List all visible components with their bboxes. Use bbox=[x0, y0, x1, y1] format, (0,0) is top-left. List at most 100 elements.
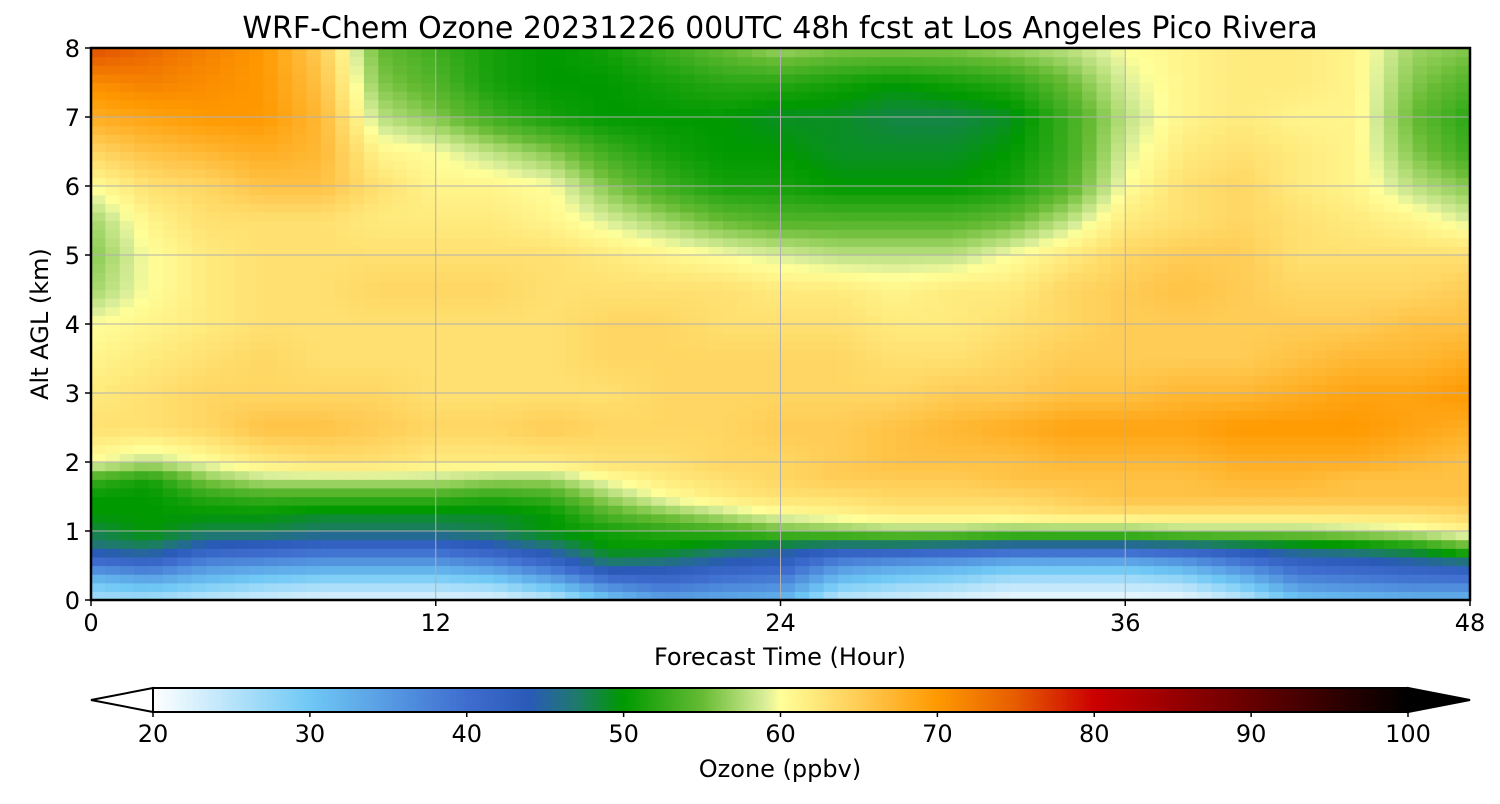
heatmap-cell bbox=[392, 177, 408, 187]
heatmap-cell bbox=[435, 591, 451, 600]
heatmap-cell bbox=[1225, 151, 1241, 161]
heatmap-cell bbox=[119, 479, 135, 489]
heatmap-cell bbox=[579, 177, 595, 187]
heatmap-cell bbox=[895, 194, 911, 204]
heatmap-cell bbox=[1297, 487, 1313, 498]
heatmap-cell bbox=[407, 151, 422, 161]
heatmap-cell bbox=[205, 194, 221, 204]
heatmap-cell bbox=[550, 487, 566, 498]
heatmap-cell bbox=[1240, 565, 1256, 575]
heatmap-cell bbox=[421, 436, 437, 446]
heatmap-cell bbox=[723, 531, 738, 541]
heatmap-cell bbox=[507, 315, 523, 325]
heatmap-cell bbox=[306, 591, 322, 600]
heatmap-cell bbox=[435, 177, 451, 187]
heatmap-cell bbox=[1153, 298, 1169, 308]
heatmap-cell bbox=[1153, 280, 1169, 291]
heatmap-cell bbox=[421, 453, 437, 463]
heatmap-cell bbox=[679, 298, 695, 308]
heatmap-cell bbox=[909, 255, 925, 265]
heatmap-cell bbox=[1268, 203, 1284, 213]
heatmap-cell bbox=[1412, 332, 1428, 342]
heatmap-cell bbox=[550, 367, 566, 377]
heatmap-cell bbox=[263, 444, 279, 454]
heatmap-cell bbox=[249, 263, 264, 273]
heatmap-cell bbox=[550, 168, 566, 178]
heatmap-cell bbox=[249, 591, 264, 600]
heatmap-cell bbox=[1369, 349, 1385, 360]
heatmap-cell bbox=[608, 255, 624, 265]
heatmap-cell bbox=[593, 591, 609, 600]
heatmap-cell bbox=[995, 194, 1011, 204]
heatmap-cell bbox=[952, 401, 968, 411]
heatmap-cell bbox=[277, 349, 293, 360]
heatmap-cell bbox=[493, 565, 509, 575]
heatmap-cell bbox=[723, 332, 738, 342]
heatmap-cell bbox=[593, 522, 609, 532]
heatmap-cell bbox=[1398, 487, 1414, 498]
heatmap-cell bbox=[694, 229, 710, 239]
heatmap-cell bbox=[995, 548, 1011, 558]
heatmap-cell bbox=[335, 418, 351, 429]
heatmap-cell bbox=[651, 160, 667, 170]
heatmap-cell bbox=[1355, 401, 1371, 411]
heatmap-cell bbox=[320, 470, 336, 480]
heatmap-cell bbox=[881, 487, 897, 498]
heatmap-cell bbox=[909, 444, 925, 454]
heatmap-cell bbox=[837, 470, 853, 480]
heatmap-cell bbox=[967, 384, 983, 394]
heatmap-cell bbox=[507, 505, 523, 515]
heatmap-cell bbox=[909, 505, 925, 515]
heatmap-cell bbox=[895, 177, 911, 187]
heatmap-cell bbox=[493, 453, 509, 463]
heatmap-cell bbox=[1254, 496, 1270, 506]
heatmap-cell bbox=[938, 565, 954, 575]
heatmap-cell bbox=[1355, 444, 1371, 454]
heatmap-cell bbox=[536, 220, 552, 230]
heatmap-cell bbox=[751, 186, 767, 196]
heatmap-cell bbox=[766, 548, 782, 558]
heatmap-cell bbox=[1297, 341, 1313, 351]
heatmap-cell bbox=[1297, 462, 1313, 472]
heatmap-cell bbox=[478, 505, 494, 515]
heatmap-cell bbox=[809, 358, 825, 368]
heatmap-cell bbox=[608, 436, 624, 446]
heatmap-cell bbox=[723, 237, 738, 247]
heatmap-cell bbox=[924, 151, 940, 161]
heatmap-cell bbox=[723, 470, 738, 480]
heatmap-cell bbox=[895, 505, 911, 515]
heatmap-cell bbox=[407, 436, 422, 446]
heatmap-cell bbox=[794, 358, 810, 368]
heatmap-cell bbox=[205, 556, 221, 567]
heatmap-cell bbox=[91, 479, 106, 489]
heatmap-cell bbox=[1168, 470, 1184, 480]
heatmap-cell bbox=[1168, 186, 1184, 196]
heatmap-cell bbox=[622, 436, 638, 446]
heatmap-cell bbox=[1355, 556, 1371, 567]
heatmap-cell bbox=[1441, 496, 1457, 506]
heatmap-cell bbox=[1455, 548, 1470, 558]
heatmap-cell bbox=[1283, 255, 1299, 265]
heatmap-cell bbox=[205, 375, 221, 385]
heatmap-cell bbox=[1283, 289, 1299, 299]
heatmap-cell bbox=[938, 462, 954, 472]
heatmap-cell bbox=[766, 444, 782, 454]
heatmap-cell bbox=[636, 539, 652, 549]
heatmap-cell bbox=[1039, 151, 1055, 161]
heatmap-cell bbox=[335, 280, 351, 291]
heatmap-cell bbox=[895, 487, 911, 498]
heatmap-cell bbox=[1283, 263, 1299, 273]
heatmap-cell bbox=[679, 591, 695, 600]
heatmap-cell bbox=[134, 479, 150, 489]
heatmap-cell bbox=[809, 229, 825, 239]
heatmap-cell bbox=[1340, 384, 1356, 394]
heatmap-cell bbox=[1197, 384, 1213, 394]
heatmap-cell bbox=[1311, 384, 1327, 394]
heatmap-cell bbox=[450, 151, 466, 161]
heatmap-cell bbox=[636, 401, 652, 411]
heatmap-cell bbox=[1369, 367, 1385, 377]
heatmap-cell bbox=[177, 375, 193, 385]
heatmap-cell bbox=[608, 298, 624, 308]
heatmap-cell bbox=[809, 315, 825, 325]
heatmap-cell bbox=[478, 298, 494, 308]
